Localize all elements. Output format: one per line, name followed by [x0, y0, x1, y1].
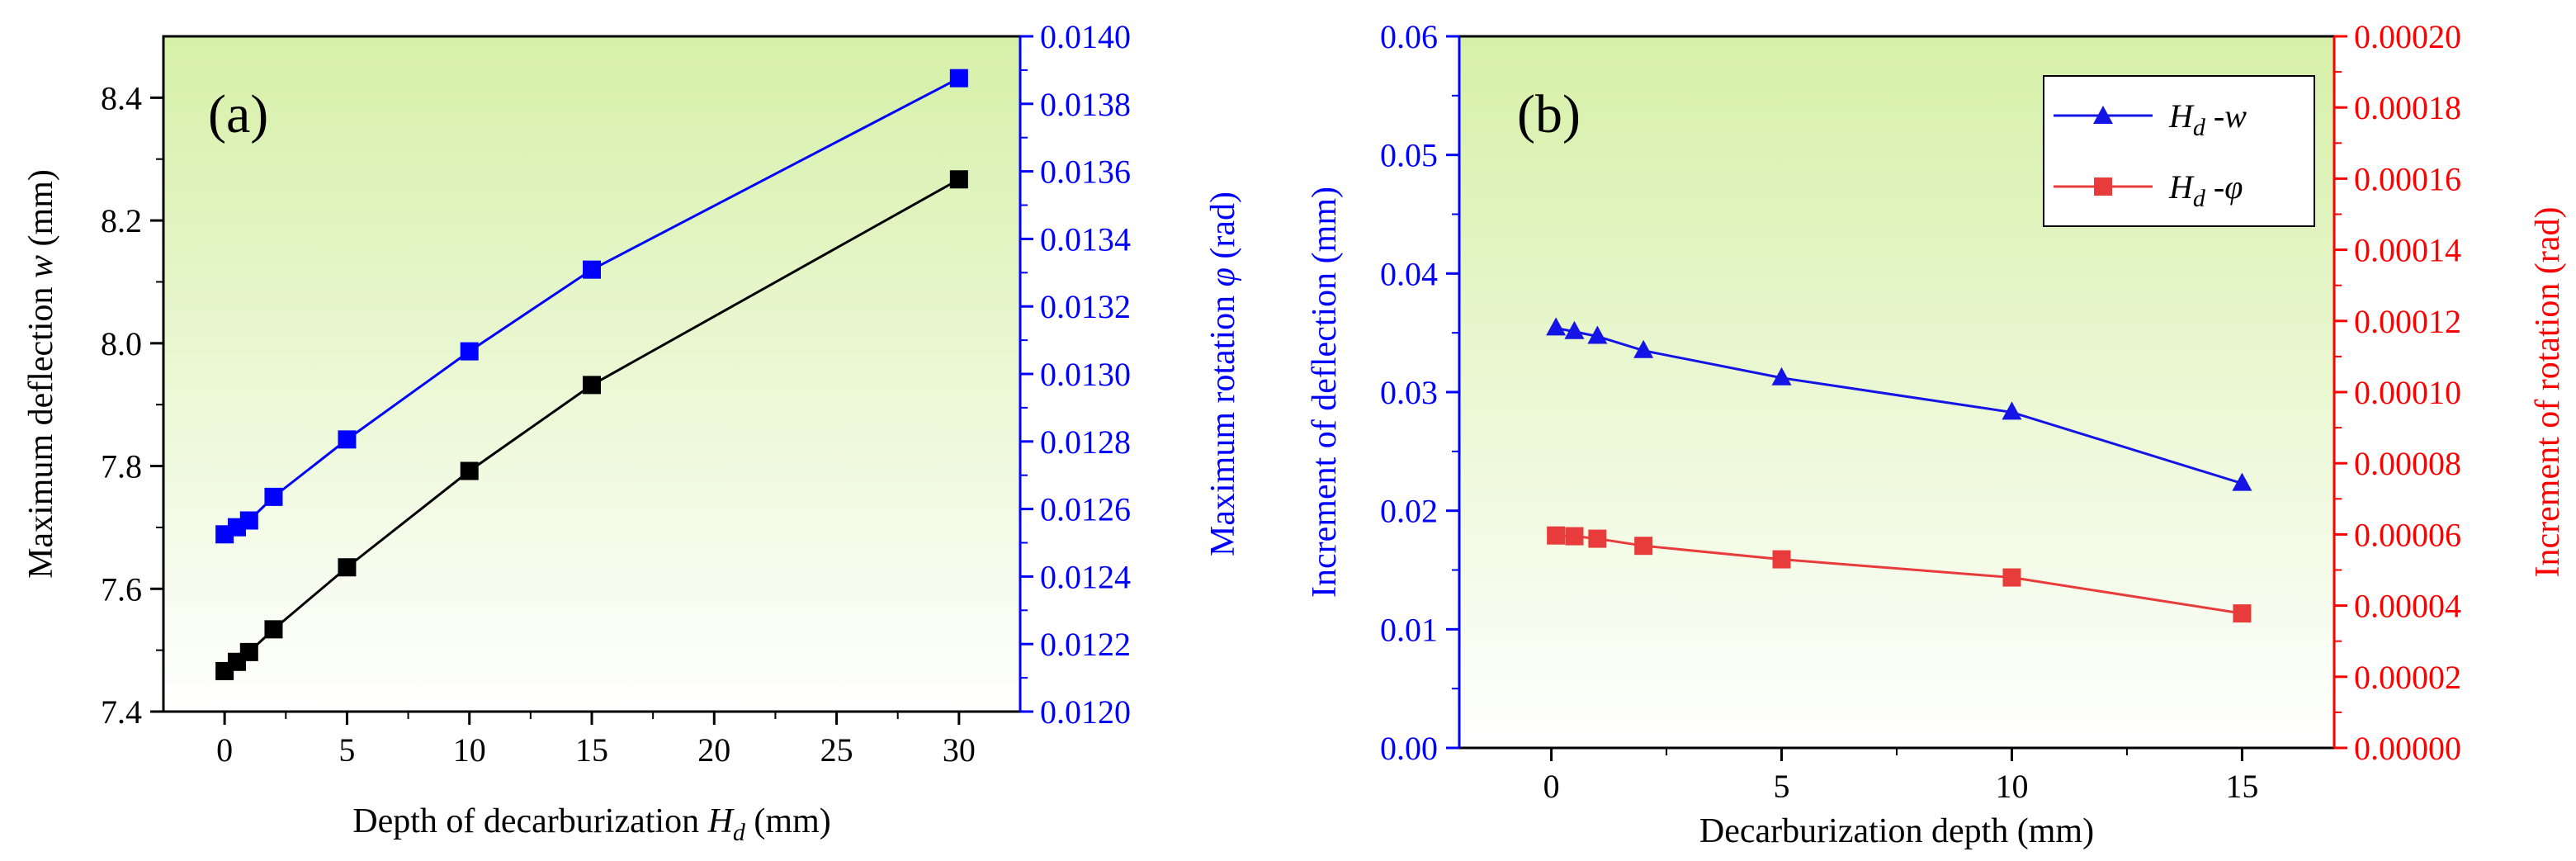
x-tick-label: 5	[338, 731, 355, 769]
data-point-b-1	[2002, 568, 2021, 587]
data-point-b-0	[2002, 401, 2022, 420]
data-point-a-0	[239, 642, 258, 661]
y-left-tick-label: 0.02	[1380, 493, 1438, 530]
y-right-tick-label: 0.00004	[2354, 588, 2461, 625]
data-point-b-0	[1587, 325, 1608, 344]
x-tick-label: 5	[1774, 768, 1790, 805]
y-right-tick-label: 0.00012	[2354, 303, 2461, 340]
data-point-a-1	[338, 430, 357, 449]
y-axis-title-right-b: Increment of rotation (rad)	[2529, 207, 2567, 578]
y-axis-title-right-a: Maximum rotation φ (rad)	[1204, 192, 1242, 556]
x-tick-label: 25	[820, 731, 853, 769]
legend-triangle-marker	[2093, 106, 2113, 124]
y-left-tick-label: 8.0	[101, 325, 142, 362]
data-point-a-0	[949, 170, 968, 189]
y-right-tick-label: 0.0140	[1040, 18, 1131, 55]
y-right-tick-label: 0.00000	[2354, 730, 2461, 767]
y-left-tick-label: 0.06	[1380, 18, 1438, 55]
x-tick-label: 15	[575, 731, 608, 769]
y-right-tick-label: 0.0126	[1040, 491, 1131, 528]
panel-label-b: (b)	[1517, 84, 1581, 144]
y-right-tick-label: 0.0138	[1040, 86, 1131, 123]
x-axis-title-a: Depth of decarburization Hd (mm)	[352, 802, 830, 846]
x-tick-label: 30	[943, 731, 976, 769]
x-tick-label: 10	[453, 731, 486, 769]
y-right-tick-label: 0.0132	[1040, 288, 1131, 325]
y-axis-title-left-b: Increment of deflection (mm)	[1306, 187, 1344, 598]
data-point-b-0	[1771, 367, 1792, 386]
data-point-b-1	[1547, 526, 1566, 545]
y-right-tick-label: 0.00020	[2354, 18, 2461, 55]
y-right-tick-label: 0.00008	[2354, 445, 2461, 482]
y-left-tick-label: 0.05	[1380, 137, 1438, 174]
data-point-b-1	[1588, 529, 1607, 548]
y-right-tick-label: 0.00018	[2354, 89, 2461, 126]
panel-label-a: (a)	[208, 84, 268, 144]
y-left-tick-label: 7.4	[101, 693, 142, 731]
y-left-tick-label: 7.8	[101, 448, 142, 485]
legend-label-phi: Hd -φ	[2168, 168, 2243, 212]
data-point-a-0	[460, 461, 479, 480]
y-left-tick-label: 0.03	[1380, 374, 1438, 411]
y-axis-title-left-a: Maximum deflection w (mm)	[22, 169, 60, 579]
chart-panel-b: 0 5 10 15 0.00 0.01 0.02 0.03 0.04 0.05 0.06 0.0000…	[1306, 18, 2567, 850]
y-left-tick-label: 0.01	[1380, 611, 1438, 648]
data-point-a-1	[949, 69, 968, 88]
y-right-tick-label: 0.00010	[2354, 374, 2461, 411]
x-tick-label: 20	[697, 731, 730, 769]
x-tick-label: 15	[2225, 768, 2258, 805]
data-point-a-1	[460, 342, 479, 361]
data-point-b-0	[2232, 472, 2252, 491]
y-right-tick-label: 0.00006	[2354, 516, 2461, 553]
x-tick-label: 10	[1995, 768, 2028, 805]
data-point-a-1	[583, 260, 601, 279]
data-point-b-1	[1634, 537, 1653, 556]
x-tick-label: 0	[1543, 768, 1560, 805]
data-point-b-1	[1772, 550, 1791, 569]
legend: Hd -w Hd -φ	[2043, 75, 2315, 227]
data-point-a-0	[583, 376, 601, 395]
data-point-a-0	[264, 620, 283, 639]
y-left-tick-label: 0.04	[1380, 255, 1438, 292]
data-point-b-1	[1565, 527, 1584, 546]
chart-panel-a: 0 5 10 15 20 25 30 7.4 7.6 7.8 8.0 8.2 8.4 0.0120 0.01…	[22, 18, 1242, 846]
y-right-tick-label: 0.0130	[1040, 356, 1131, 393]
data-point-b-0	[1546, 317, 1567, 336]
data-point-a-1	[264, 487, 283, 506]
y-right-tick-label: 0.0136	[1040, 154, 1131, 191]
y-right-tick-label: 0.00016	[2354, 160, 2461, 197]
y-left-tick-label: 8.2	[101, 202, 142, 239]
data-point-b-1	[2233, 604, 2252, 623]
plot-area-a	[163, 36, 1020, 712]
data-point-b-0	[1564, 320, 1585, 339]
y-left-tick-label: 8.4	[101, 79, 142, 116]
legend-box	[2043, 75, 2315, 227]
legend-square-marker	[2094, 177, 2112, 196]
y-right-tick-label: 0.00014	[2354, 232, 2461, 269]
y-right-tick-label: 0.0122	[1040, 626, 1131, 663]
data-point-a-1	[239, 511, 258, 530]
data-point-a-0	[338, 558, 357, 577]
x-tick-label: 0	[216, 731, 233, 769]
y-left-tick-label: 7.6	[101, 570, 142, 608]
legend-label-w: Hd -w	[2168, 97, 2247, 141]
y-right-tick-label: 0.0120	[1040, 693, 1131, 731]
y-right-tick-label: 0.0128	[1040, 423, 1131, 461]
y-right-tick-label: 0.0134	[1040, 220, 1131, 258]
y-right-tick-label: 0.00002	[2354, 659, 2461, 696]
x-axis-title-b: Decarburization depth (mm)	[1699, 812, 2094, 850]
y-left-tick-label: 0.00	[1380, 730, 1438, 767]
y-right-tick-label: 0.0124	[1040, 558, 1131, 595]
data-point-b-0	[1633, 339, 1654, 358]
